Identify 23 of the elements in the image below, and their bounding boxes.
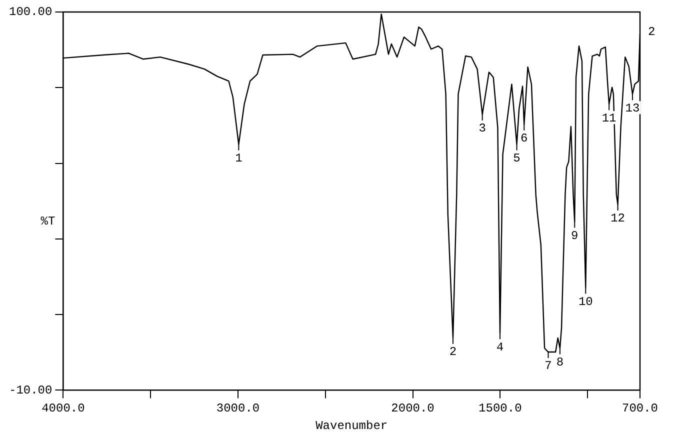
x-tick-label: 1500.0 (478, 402, 522, 416)
y-tick-label: -10.00 (8, 383, 52, 398)
y-tick-label: 100.00 (8, 5, 52, 20)
annotation: 5 (513, 152, 520, 166)
annotation: 2 (449, 345, 457, 360)
x-tick-label: 4000.0 (42, 402, 85, 416)
x-tick-label: 3000.0 (216, 402, 260, 416)
text: 2 (648, 25, 656, 40)
annotation: 6 (520, 132, 528, 146)
y-axis-title: %T (40, 214, 56, 228)
annotation: 1 (235, 152, 242, 166)
annotation: 9 (571, 228, 578, 243)
x-tick-label: 700.0 (622, 402, 658, 416)
annotation: 11 (602, 111, 616, 126)
annotation: 7 (544, 359, 552, 374)
x-tick-label: 2000.0 (391, 402, 434, 416)
annotation: 8 (556, 355, 564, 370)
x-axis-title: Wavenumber (316, 418, 388, 433)
annotation: 13 (625, 101, 640, 116)
annotation: 3 (478, 122, 486, 136)
annotation: 12 (610, 212, 626, 226)
annotation: 10 (578, 294, 593, 309)
annotation: 4 (496, 340, 504, 354)
